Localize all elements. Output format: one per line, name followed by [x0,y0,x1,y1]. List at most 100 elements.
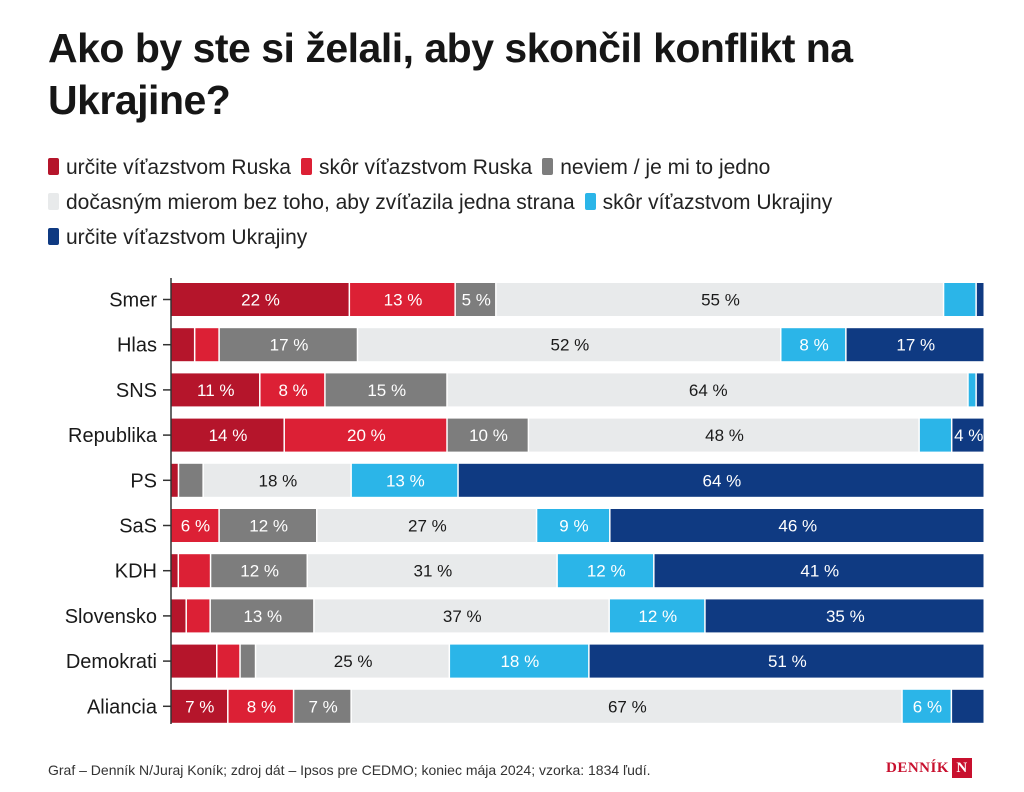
data-label: 7 % [308,697,337,716]
bar-segment [496,283,943,316]
data-label: 4 % [954,426,983,445]
legend-swatch [542,158,554,175]
bar-segment [458,463,984,497]
bar-segment [217,644,240,678]
category-label: Slovensko [65,606,157,628]
data-label: 13 % [384,291,423,310]
data-label: 10 % [469,426,508,445]
data-label: 14 % [209,426,248,445]
bar-segment [952,689,984,723]
source-note: Graf – Denník N/Juraj Koník; zdroj dát –… [48,762,651,778]
data-label: 13 % [243,607,282,626]
data-label: 7 % [185,697,214,716]
category-label: Aliancia [87,696,158,718]
bar-segment [256,644,449,678]
legend-swatch [48,158,59,175]
bar-segment [902,689,951,723]
data-label: 67 % [608,697,647,716]
data-label: 18 % [500,652,539,671]
category-label: Republika [68,425,158,447]
category-label: Smer [109,290,157,312]
legend-item: určite víťazstvom Ruska [48,150,291,185]
category-label: KDH [115,561,157,583]
legend-item: skôr víťazstvom Ruska [300,150,532,185]
data-label: 25 % [334,652,373,671]
bar-segment [210,599,314,633]
bar-segment [228,689,293,723]
data-label: 15 % [367,381,406,400]
bar-segment [351,463,458,497]
data-label: 12 % [638,607,677,626]
logo-mark: N [952,758,973,778]
dennik-n-logo: DENNÍK N [886,758,973,778]
data-label: 31 % [414,562,453,581]
bar-segment [219,328,357,362]
chart-title: Ako by ste si želali, aby skončil konfli… [48,25,853,123]
bar-segment [781,328,846,362]
category-label: PS [130,470,157,492]
bar-segment [171,418,284,452]
data-label: 18 % [259,471,298,490]
bar-segment [186,599,210,633]
data-label: 35 % [826,607,865,626]
bar-segment [447,418,528,452]
legend-item: neviem / je mi to jedno [542,150,770,185]
bar-segment [589,644,984,678]
bar-segment [314,599,609,633]
bar-segment [351,689,902,723]
bar-segment [557,554,654,588]
bar-segment [350,283,455,316]
data-label: 12 % [240,562,279,581]
data-label: 48 % [705,426,744,445]
data-label: 17 % [896,336,935,355]
data-label: 46 % [778,517,817,536]
data-label: 64 % [689,381,728,400]
data-label: 8 % [247,697,276,716]
data-label: 17 % [270,336,309,355]
bar-segment [171,463,178,497]
bar-segment [654,554,984,588]
bar-segment [171,509,219,542]
data-label: 9 % [559,517,588,536]
bar-segment [284,418,447,452]
data-label: 64 % [703,471,742,490]
bar-segment [705,599,984,633]
bar-segment [308,554,557,588]
category-label: Hlas [117,335,157,357]
bar-segment [952,418,984,452]
bar-segment [846,328,984,362]
bar-segment [171,283,349,316]
category-label: SNS [116,380,157,402]
data-label: 5 % [462,291,491,310]
data-label: 11 % [197,381,235,400]
data-label: 52 % [550,336,589,355]
legend-item: určite víťazstvom Ukrajiny [48,220,307,255]
bar-segment [240,644,255,678]
bar-segment [358,328,780,362]
legend-label: dočasným mierom bez toho, aby zvíťazila … [66,191,575,214]
bar-segment [171,644,217,678]
bar-segment [171,689,228,723]
bar-segment [537,509,610,542]
data-label: 27 % [408,517,447,536]
bar-segment [179,554,210,588]
bar-segment [179,463,203,497]
bar-segment [171,373,260,407]
legend-label: skôr víťazstvom Ukrajiny [602,191,833,214]
bar-segment [294,689,351,723]
bar-segment [171,599,186,633]
bar-segment [325,373,447,407]
data-label: 12 % [249,517,288,536]
bar-segment [450,644,589,678]
bar-segment [260,373,325,407]
data-label: 6 % [913,697,942,716]
bar-segment [529,418,919,452]
bar-segment [219,509,317,542]
data-label: 12 % [587,562,626,581]
bar-segment [976,283,984,316]
legend-item: skôr víťazstvom Ukrajiny [584,185,833,220]
legend-label: určite víťazstvom Ukrajiny [66,226,308,249]
category-label: Demokrati [66,651,157,673]
legend-swatch [48,193,59,210]
